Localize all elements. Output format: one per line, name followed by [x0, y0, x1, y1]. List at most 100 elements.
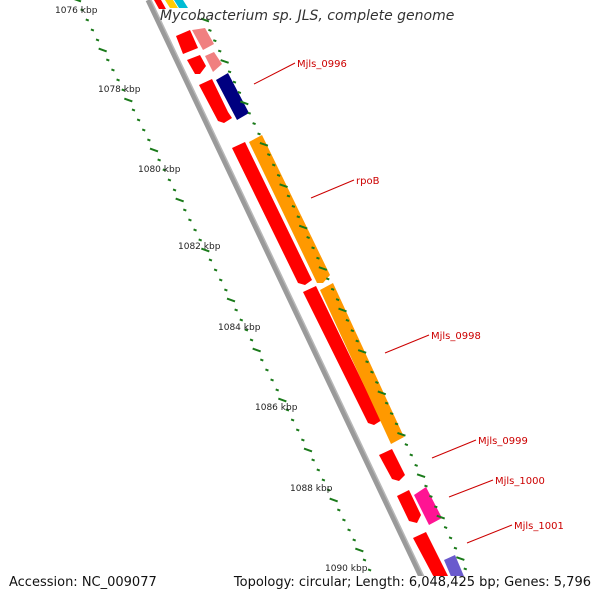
outer-major-tick [220, 59, 229, 64]
ruler-minor-tick [218, 278, 223, 282]
ruler-minor-tick [157, 158, 161, 162]
outer-minor-tick [227, 70, 232, 74]
outer-major-tick [397, 431, 406, 437]
ruler-minor-tick [352, 538, 357, 542]
outer-major-tick [357, 349, 367, 354]
outer-minor-tick [208, 28, 212, 32]
ruler-major-tick [149, 147, 159, 153]
outer-major-tick [298, 224, 308, 230]
ruler-label: 1082 kbp [178, 242, 221, 252]
plus-strand-features [165, 0, 464, 576]
ruler-minor-tick [80, 8, 84, 12]
outer-major-tick [456, 556, 465, 561]
ruler-label: 1084 kbp [218, 323, 261, 333]
outer-minor-tick [443, 526, 448, 529]
ruler-minor-tick [188, 218, 192, 222]
ruler-minor-tick [249, 338, 254, 342]
gene-arrow [397, 490, 421, 523]
gene-label[interactable]: Mjls_0998 [431, 331, 481, 342]
ruler-minor-tick [182, 208, 187, 212]
ruler-minor-tick [326, 488, 331, 492]
ruler-major-tick [124, 97, 133, 103]
outer-major-tick [416, 473, 426, 479]
outer-minor-tick [267, 153, 271, 157]
gene-arrow [444, 555, 464, 576]
gene-arrow [199, 79, 232, 123]
ruler-minor-tick [234, 308, 238, 312]
ruler-minor-tick [259, 358, 264, 362]
ruler-minor-tick [285, 408, 290, 412]
ruler-minor-tick [213, 268, 218, 272]
ruler-minor-tick [95, 38, 100, 42]
outer-minor-tick [429, 494, 433, 498]
ruler-labels: 1076 kbp 1078 kbp 1080 kbp 1082 kbp 1084 kbp… [55, 6, 368, 574]
outer-major-tick [200, 17, 210, 23]
ruler-minor-tick [90, 28, 95, 32]
gene-label-leader [431, 439, 477, 459]
outer-minor-tick [232, 80, 237, 84]
gene-arrow [413, 532, 448, 576]
ruler-minor-tick [244, 328, 249, 332]
outer-minor-tick [355, 339, 360, 343]
ruler-minor-tick [367, 568, 372, 572]
ruler-minor-tick [105, 58, 110, 62]
gene-arrow [174, 0, 188, 8]
gene-arrow [216, 73, 249, 120]
ruler-minor-tick [270, 378, 274, 382]
ruler-minor-tick [311, 458, 315, 462]
outer-minor-tick [217, 49, 222, 53]
outer-minor-tick [237, 91, 242, 94]
gene-arrow [187, 55, 206, 74]
genome-summary-text: Topology: circular; Length: 6,048,425 bp… [233, 575, 591, 590]
outer-minor-tick [286, 194, 291, 198]
gene-arrow [176, 30, 198, 54]
ruler-label: 1090 kbp [325, 564, 368, 574]
outer-major-tick [436, 514, 446, 520]
outer-minor-tick [424, 484, 428, 488]
ruler-outer-ticks [200, 17, 468, 571]
ruler-minor-tick [162, 168, 167, 172]
ruler-minor-tick [336, 508, 341, 512]
ruler-minor-tick [316, 468, 321, 472]
ruler-major-tick [278, 397, 287, 403]
outer-minor-tick [389, 412, 394, 416]
ruler-minor-tick [193, 228, 197, 232]
outer-minor-tick [370, 370, 374, 374]
ruler-minor-tick [347, 528, 351, 532]
ruler-minor-tick [198, 238, 203, 242]
outer-minor-tick [463, 567, 468, 571]
ruler-minor-tick [265, 368, 269, 372]
gene-label[interactable]: Mjls_1000 [495, 476, 545, 487]
ruler-minor-tick [121, 88, 126, 92]
outer-minor-tick [394, 422, 399, 426]
gene-label[interactable]: rpoB [356, 176, 380, 187]
outer-minor-tick [296, 215, 301, 219]
outer-minor-tick [453, 546, 458, 550]
gene-label-leader [384, 334, 430, 354]
ruler-minor-tick [111, 68, 115, 72]
ruler-minor-tick [342, 518, 346, 522]
outer-minor-tick [257, 132, 261, 136]
outer-minor-tick [335, 298, 340, 302]
gene-label[interactable]: Mjls_0996 [297, 59, 347, 70]
ruler-minor-tick [208, 258, 213, 262]
outer-minor-tick [345, 318, 350, 322]
gene-arrow [303, 286, 382, 425]
gene-arrow [414, 487, 442, 525]
gene-arrow [379, 449, 405, 481]
ruler-minor-tick [116, 78, 120, 82]
outer-major-tick [338, 307, 347, 313]
ruler-minor-tick [301, 438, 305, 442]
gene-arrow [192, 28, 214, 50]
gene-label[interactable]: Mjls_0999 [478, 436, 528, 447]
gene-label[interactable]: Mjls_1001 [514, 521, 564, 532]
outer-major-tick [279, 183, 288, 189]
outer-minor-tick [433, 505, 438, 509]
gene-label-leader [466, 524, 513, 544]
outer-minor-tick [350, 329, 355, 333]
outer-minor-tick [291, 204, 296, 208]
ruler-minor-tick [224, 288, 228, 292]
outer-minor-tick [414, 463, 418, 467]
gene-arrow [205, 52, 222, 72]
